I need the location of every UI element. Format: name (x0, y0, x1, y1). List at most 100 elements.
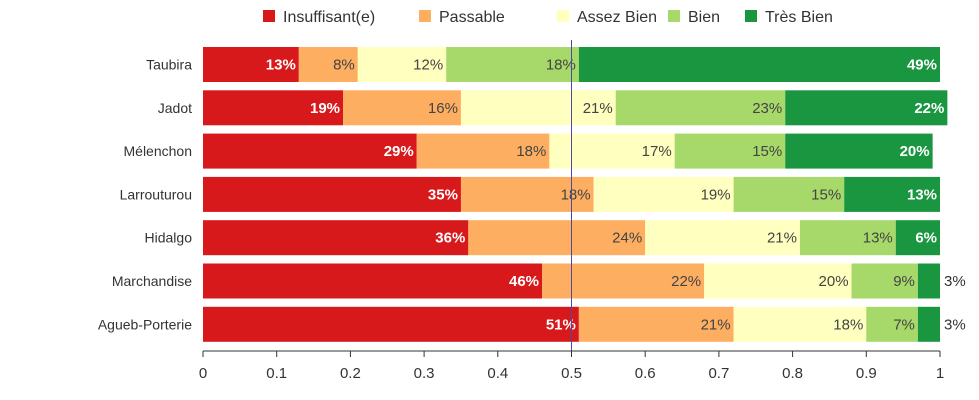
data-label: 18% (546, 57, 576, 74)
data-label: 29% (384, 143, 414, 160)
category-label: Taubira (146, 57, 192, 73)
legend-label: Insuffisant(e) (283, 9, 375, 26)
data-label: 12% (413, 57, 443, 74)
x-tick-label: 0.8 (782, 365, 803, 382)
data-label: 15% (752, 143, 782, 160)
data-label: 20% (819, 273, 849, 290)
bar-segment (203, 133, 417, 169)
data-label: 22% (914, 100, 944, 117)
bars: 13% 8% 12% 18% 49% 19% 16% 21% 23% 22% 29% 18% 17% 15… (203, 47, 966, 342)
x-tick-label: 0.7 (708, 365, 729, 382)
legend-label: Passable (439, 9, 505, 26)
bar-segment (578, 47, 940, 82)
bar-segment (785, 90, 948, 126)
bar-segment (674, 133, 786, 169)
legend-swatch (745, 10, 757, 22)
bar-segment (416, 133, 550, 169)
bar-segment (203, 263, 543, 299)
legend-swatch (419, 10, 431, 22)
data-label: 18% (516, 143, 546, 160)
legend-item: Assez Bien (557, 9, 657, 26)
bar-segment (203, 176, 461, 212)
bar-segment (844, 176, 940, 212)
data-label: 19% (701, 186, 731, 203)
x-tick-label: 0.3 (414, 365, 435, 382)
bar-segment (917, 263, 940, 299)
bar-segment (446, 47, 579, 82)
legend: Insuffisant(e) Passable Assez Bien Bien Très… (263, 9, 833, 26)
bar-segment (578, 306, 734, 342)
legend-swatch (668, 10, 680, 22)
data-label: 7% (893, 316, 915, 333)
x-tick-label: 0.1 (266, 365, 287, 382)
data-label: 13% (863, 230, 893, 247)
data-label: 22% (671, 273, 701, 290)
bar-segment (895, 220, 940, 256)
bar-segment (460, 90, 616, 126)
category-label: Mélenchon (124, 143, 193, 159)
legend-item: Insuffisant(e) (263, 9, 375, 26)
data-label: 6% (915, 230, 937, 247)
x-tick-label: 0 (199, 365, 207, 382)
category-label: Marchandise (112, 273, 192, 289)
data-label: 20% (900, 143, 930, 160)
data-label: 46% (509, 273, 539, 290)
category-label: Agueb-Porterie (98, 316, 192, 332)
data-label: 49% (907, 57, 937, 74)
bar-segment (343, 90, 461, 126)
legend-label: Très Bien (765, 9, 833, 26)
bar-segment (866, 306, 918, 342)
bar-segment (593, 176, 734, 212)
bar-segment (549, 133, 675, 169)
data-label: 8% (333, 57, 355, 74)
x-tick-label: 0.2 (340, 365, 361, 382)
bar-segment (203, 306, 579, 342)
legend-label: Assez Bien (577, 9, 657, 26)
legend-label: Bien (688, 9, 720, 26)
bar-segment (298, 47, 358, 82)
data-label: 3% (944, 273, 966, 290)
x-tick-label: 0.5 (561, 365, 582, 382)
category-label: Hidalgo (145, 230, 193, 246)
bar-segment (917, 306, 940, 342)
x-tick-label: 0.4 (487, 365, 508, 382)
data-label: 36% (435, 230, 465, 247)
data-label: 51% (546, 316, 576, 333)
bar-segment (645, 220, 800, 256)
legend-item: Passable (419, 9, 505, 26)
bar-segment (203, 47, 299, 82)
data-label: 13% (907, 186, 937, 203)
data-label: 21% (767, 230, 797, 247)
data-label: 16% (428, 100, 458, 117)
bar-segment (851, 263, 918, 299)
data-label: 24% (612, 230, 642, 247)
x-tick-label: 0.6 (635, 365, 656, 382)
x-axis: 0 0.1 0.2 0.3 0.4 0.5 0.6 0.7 0.8 0.9 1 (199, 350, 944, 382)
legend-item: Bien (668, 9, 720, 26)
bar-segment (468, 220, 646, 256)
legend-swatch (557, 10, 569, 22)
data-label: 23% (752, 100, 782, 117)
legend-item: Très Bien (745, 9, 833, 26)
bar-segment (799, 220, 896, 256)
bar-segment (542, 263, 705, 299)
bar-segment (203, 220, 469, 256)
data-label: 21% (701, 316, 731, 333)
data-label: 17% (642, 143, 672, 160)
bar-segment (203, 90, 344, 126)
x-tick-label: 1 (936, 365, 944, 382)
data-label: 13% (266, 57, 296, 74)
data-label: 9% (893, 273, 915, 290)
bar-segment (357, 47, 447, 82)
bar-segment (785, 133, 933, 169)
data-label: 18% (561, 186, 591, 203)
bar-segment (733, 306, 867, 342)
bar-segment (615, 90, 786, 126)
data-label: 19% (310, 100, 340, 117)
data-label: 35% (428, 186, 458, 203)
category-label: Larrouturou (120, 186, 192, 202)
data-label: 18% (833, 316, 863, 333)
legend-swatch (263, 10, 275, 22)
